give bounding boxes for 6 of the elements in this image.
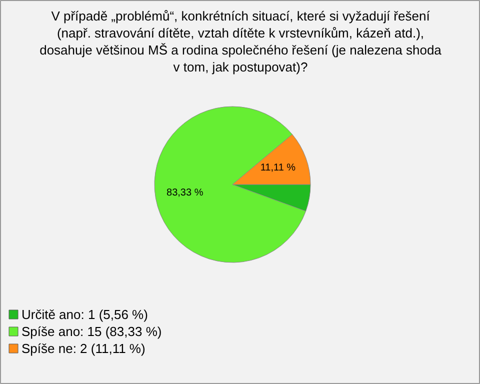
legend-label: Spíše ano: 15 (83,33 %): [22, 324, 162, 339]
data-label: 11,11 %: [260, 162, 296, 174]
data-label: 83,33 %: [166, 187, 204, 198]
legend-label: Určitě ano: 1 (5,56 %): [22, 307, 148, 322]
chart-title: V případě „problémů“, konkrétních situací, které si vyžadují řešení (např. stravování dítěte, vztah dítěte k vrstevníkům, kázeň atd.), dosahuje většinou MŠ a rodina společného řešení (je nalezena shoda v tom, jak postupovat)?: [40, 8, 442, 74]
legend-label: Spíše ne: 2 (11,11 %): [22, 341, 146, 356]
